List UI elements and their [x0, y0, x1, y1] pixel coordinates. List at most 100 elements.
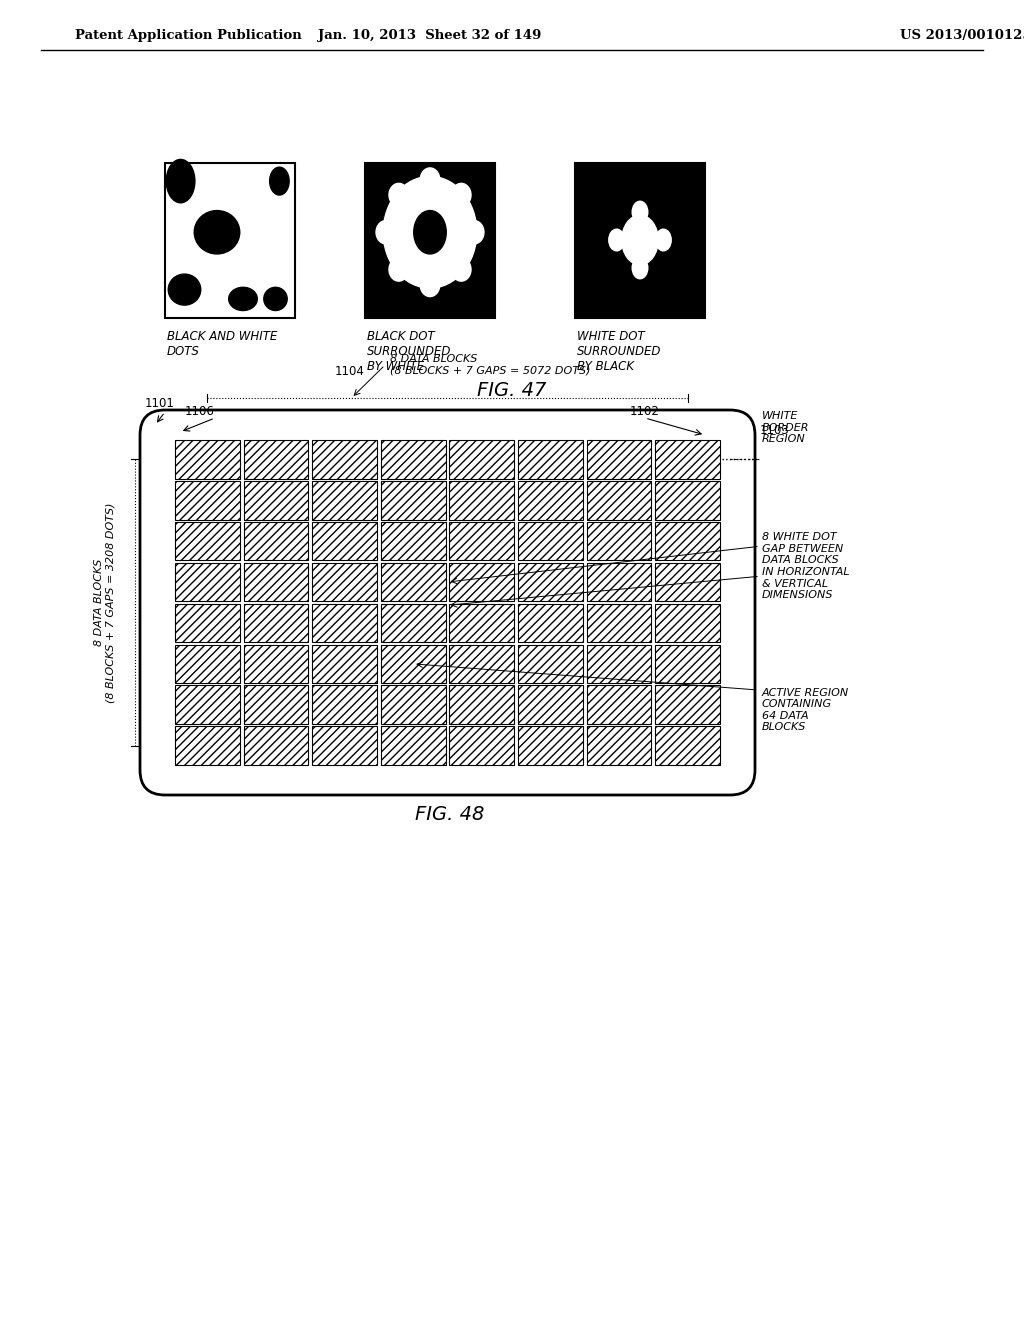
Bar	[244, 685, 308, 725]
Text: 1103: 1103	[760, 424, 790, 437]
Text: WHITE
BORDER
REGION: WHITE BORDER REGION	[762, 411, 810, 445]
Bar	[175, 603, 240, 643]
Bar	[312, 480, 377, 520]
Bar	[175, 562, 240, 602]
Bar	[175, 726, 240, 766]
Bar	[655, 685, 720, 725]
Bar	[165, 162, 295, 318]
Text: FIG. 48: FIG. 48	[416, 805, 484, 825]
Bar	[365, 162, 495, 318]
Bar	[450, 440, 514, 479]
Bar	[518, 521, 583, 561]
Text: FIG. 47: FIG. 47	[477, 380, 547, 400]
Bar	[175, 685, 240, 725]
Ellipse shape	[414, 211, 446, 253]
Bar	[312, 726, 377, 766]
Ellipse shape	[228, 288, 257, 310]
FancyBboxPatch shape	[140, 411, 755, 795]
Bar	[518, 440, 583, 479]
Ellipse shape	[655, 230, 671, 251]
Text: BLACK DOT
SURROUNDED
BY WHITE: BLACK DOT SURROUNDED BY WHITE	[367, 330, 452, 374]
Bar	[587, 644, 651, 684]
Bar	[244, 603, 308, 643]
Ellipse shape	[420, 168, 439, 191]
Text: 1106: 1106	[185, 405, 215, 418]
Text: 1101: 1101	[145, 397, 175, 411]
Bar	[175, 521, 240, 561]
Bar	[655, 521, 720, 561]
Bar	[381, 480, 445, 520]
Bar	[312, 603, 377, 643]
Bar	[312, 521, 377, 561]
Bar	[175, 480, 240, 520]
Bar	[450, 480, 514, 520]
Ellipse shape	[168, 275, 201, 305]
Bar	[381, 562, 445, 602]
Ellipse shape	[264, 288, 287, 310]
Bar	[244, 726, 308, 766]
Ellipse shape	[632, 201, 648, 223]
Ellipse shape	[622, 215, 658, 265]
Text: WHITE DOT
SURROUNDED
BY BLACK: WHITE DOT SURROUNDED BY BLACK	[577, 330, 662, 374]
Ellipse shape	[269, 168, 289, 195]
Bar	[450, 726, 514, 766]
Bar	[655, 603, 720, 643]
Bar	[450, 644, 514, 684]
Text: Patent Application Publication: Patent Application Publication	[75, 29, 302, 41]
Ellipse shape	[389, 257, 409, 281]
Bar	[587, 480, 651, 520]
Bar	[587, 603, 651, 643]
Text: 1104: 1104	[335, 366, 365, 378]
Bar	[655, 562, 720, 602]
Ellipse shape	[195, 211, 240, 253]
Bar	[244, 480, 308, 520]
Bar	[655, 440, 720, 479]
Bar	[450, 521, 514, 561]
Bar	[587, 521, 651, 561]
Bar	[450, 562, 514, 602]
Ellipse shape	[389, 183, 409, 207]
Bar	[175, 644, 240, 684]
Bar	[381, 644, 445, 684]
Text: Jan. 10, 2013  Sheet 32 of 149: Jan. 10, 2013 Sheet 32 of 149	[318, 29, 542, 41]
Bar	[518, 603, 583, 643]
Bar	[312, 440, 377, 479]
Bar	[587, 440, 651, 479]
Bar	[381, 685, 445, 725]
Ellipse shape	[452, 257, 471, 281]
Bar	[518, 726, 583, 766]
Ellipse shape	[609, 230, 625, 251]
Ellipse shape	[376, 220, 395, 244]
Text: BLACK AND WHITE
DOTS: BLACK AND WHITE DOTS	[167, 330, 278, 358]
Bar	[244, 644, 308, 684]
Ellipse shape	[452, 183, 471, 207]
Bar	[587, 562, 651, 602]
Bar	[518, 644, 583, 684]
Bar	[518, 685, 583, 725]
Text: 8 WHITE DOT
GAP BETWEEN
DATA BLOCKS
IN HORIZONTAL
& VERTICAL
DIMENSIONS: 8 WHITE DOT GAP BETWEEN DATA BLOCKS IN H…	[762, 532, 850, 601]
Ellipse shape	[166, 160, 195, 203]
Bar	[655, 644, 720, 684]
Bar	[587, 726, 651, 766]
Bar	[244, 562, 308, 602]
Text: 8 DATA BLOCKS
(8 BLOCKS + 7 GAPS = 5072 DOTS): 8 DATA BLOCKS (8 BLOCKS + 7 GAPS = 5072 …	[390, 354, 591, 376]
Bar	[244, 440, 308, 479]
Bar	[587, 685, 651, 725]
Text: ACTIVE REGION
CONTAINING
64 DATA
BLOCKS: ACTIVE REGION CONTAINING 64 DATA BLOCKS	[762, 688, 849, 733]
Bar	[450, 685, 514, 725]
Bar	[381, 440, 445, 479]
Ellipse shape	[383, 177, 477, 288]
Bar	[381, 521, 445, 561]
Text: 1102: 1102	[630, 405, 659, 418]
Ellipse shape	[420, 273, 439, 297]
Bar	[312, 562, 377, 602]
Bar	[175, 440, 240, 479]
Bar	[312, 685, 377, 725]
Ellipse shape	[632, 257, 648, 279]
Bar	[312, 644, 377, 684]
Bar	[655, 726, 720, 766]
Ellipse shape	[465, 220, 484, 244]
Bar	[518, 480, 583, 520]
Text: 8 DATA BLOCKS
(8 BLOCKS + 7 GAPS = 3208 DOTS): 8 DATA BLOCKS (8 BLOCKS + 7 GAPS = 3208 …	[94, 502, 116, 702]
Bar	[575, 162, 705, 318]
